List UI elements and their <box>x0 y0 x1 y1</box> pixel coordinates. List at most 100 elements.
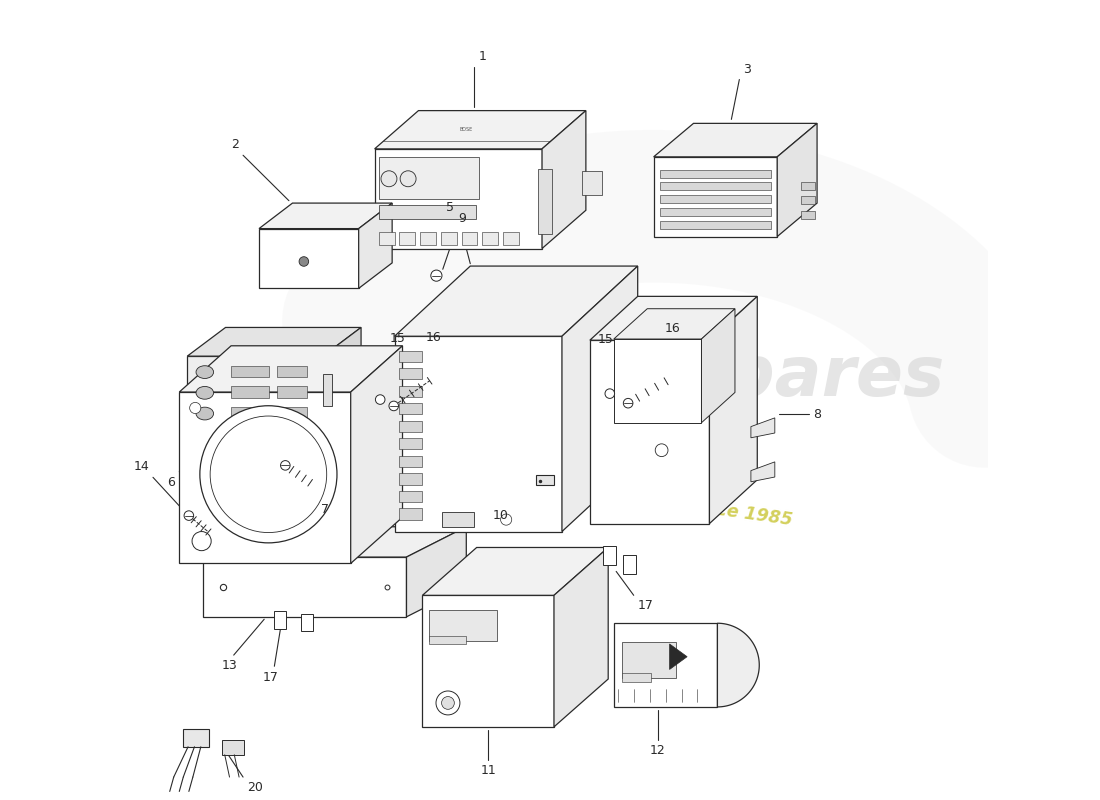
Polygon shape <box>670 644 688 670</box>
Bar <box>231 407 270 418</box>
Bar <box>538 169 552 234</box>
Text: 10: 10 <box>493 510 508 522</box>
Bar <box>378 205 475 218</box>
Text: 13: 13 <box>222 659 238 672</box>
Circle shape <box>189 402 201 414</box>
Circle shape <box>400 170 416 186</box>
Bar <box>441 232 456 245</box>
Bar <box>604 546 616 565</box>
Bar <box>276 366 307 377</box>
Bar <box>429 610 497 642</box>
Circle shape <box>375 394 385 404</box>
Polygon shape <box>590 340 710 523</box>
Bar <box>660 195 771 203</box>
Text: 1: 1 <box>478 50 486 62</box>
Text: 5: 5 <box>447 202 454 214</box>
Bar <box>221 741 244 754</box>
Circle shape <box>389 401 398 410</box>
Bar <box>231 366 270 377</box>
Polygon shape <box>375 110 586 149</box>
Polygon shape <box>351 346 403 563</box>
Bar <box>442 513 474 526</box>
Bar <box>184 730 209 746</box>
Ellipse shape <box>196 386 213 399</box>
Polygon shape <box>751 418 774 438</box>
Polygon shape <box>358 360 377 385</box>
Bar <box>660 170 771 178</box>
Polygon shape <box>187 327 361 356</box>
Bar <box>660 208 771 216</box>
Bar <box>482 232 498 245</box>
Bar <box>660 182 771 190</box>
Circle shape <box>431 270 442 282</box>
Polygon shape <box>562 266 638 531</box>
Text: 16: 16 <box>426 330 441 344</box>
Bar <box>399 403 421 414</box>
Polygon shape <box>653 157 778 237</box>
Text: eurospares: eurospares <box>506 342 945 410</box>
Bar <box>399 421 421 432</box>
Bar <box>300 614 312 631</box>
Text: 14: 14 <box>133 460 148 474</box>
Text: 15: 15 <box>598 333 614 346</box>
Polygon shape <box>322 327 361 428</box>
Bar <box>582 171 602 195</box>
Bar <box>276 386 307 398</box>
Text: 16: 16 <box>664 322 681 334</box>
Bar <box>399 350 421 362</box>
Bar <box>399 491 421 502</box>
Circle shape <box>431 271 441 281</box>
Circle shape <box>624 398 632 408</box>
Text: 8: 8 <box>813 408 821 421</box>
Text: 2: 2 <box>231 138 239 151</box>
Polygon shape <box>717 623 759 707</box>
Bar <box>801 210 815 218</box>
Bar <box>614 623 717 707</box>
Text: 12: 12 <box>650 744 666 758</box>
Text: 6: 6 <box>167 476 175 489</box>
Bar <box>429 636 465 644</box>
Bar <box>660 221 771 229</box>
Text: BOSE: BOSE <box>460 127 473 132</box>
Polygon shape <box>375 149 542 249</box>
Bar <box>399 368 421 379</box>
Text: 9: 9 <box>459 213 466 226</box>
Bar <box>276 407 307 418</box>
Bar <box>801 196 815 204</box>
Circle shape <box>436 691 460 715</box>
Polygon shape <box>179 392 351 563</box>
Polygon shape <box>554 547 608 727</box>
Polygon shape <box>422 547 608 595</box>
Text: 17: 17 <box>263 671 278 684</box>
Polygon shape <box>778 123 817 237</box>
Text: 20: 20 <box>248 781 263 794</box>
Circle shape <box>299 257 309 266</box>
Ellipse shape <box>196 366 213 378</box>
Polygon shape <box>702 309 735 422</box>
Bar <box>462 232 477 245</box>
Bar <box>624 554 636 574</box>
Circle shape <box>280 461 290 470</box>
Bar <box>399 509 421 519</box>
Polygon shape <box>407 526 466 617</box>
Bar <box>399 474 421 485</box>
Polygon shape <box>614 309 735 339</box>
Bar <box>537 475 554 486</box>
Text: 7: 7 <box>321 503 329 516</box>
Polygon shape <box>187 356 322 428</box>
Circle shape <box>381 170 397 186</box>
Circle shape <box>192 531 211 550</box>
Bar <box>378 232 395 245</box>
Polygon shape <box>179 346 403 392</box>
Bar <box>503 232 519 245</box>
Text: 3: 3 <box>744 62 751 75</box>
Bar <box>801 182 815 190</box>
Polygon shape <box>395 266 638 336</box>
Bar <box>621 642 675 678</box>
Bar <box>274 611 286 629</box>
Bar <box>420 232 436 245</box>
Circle shape <box>184 511 194 520</box>
Bar <box>621 674 651 682</box>
Ellipse shape <box>196 407 213 420</box>
Polygon shape <box>751 462 774 482</box>
